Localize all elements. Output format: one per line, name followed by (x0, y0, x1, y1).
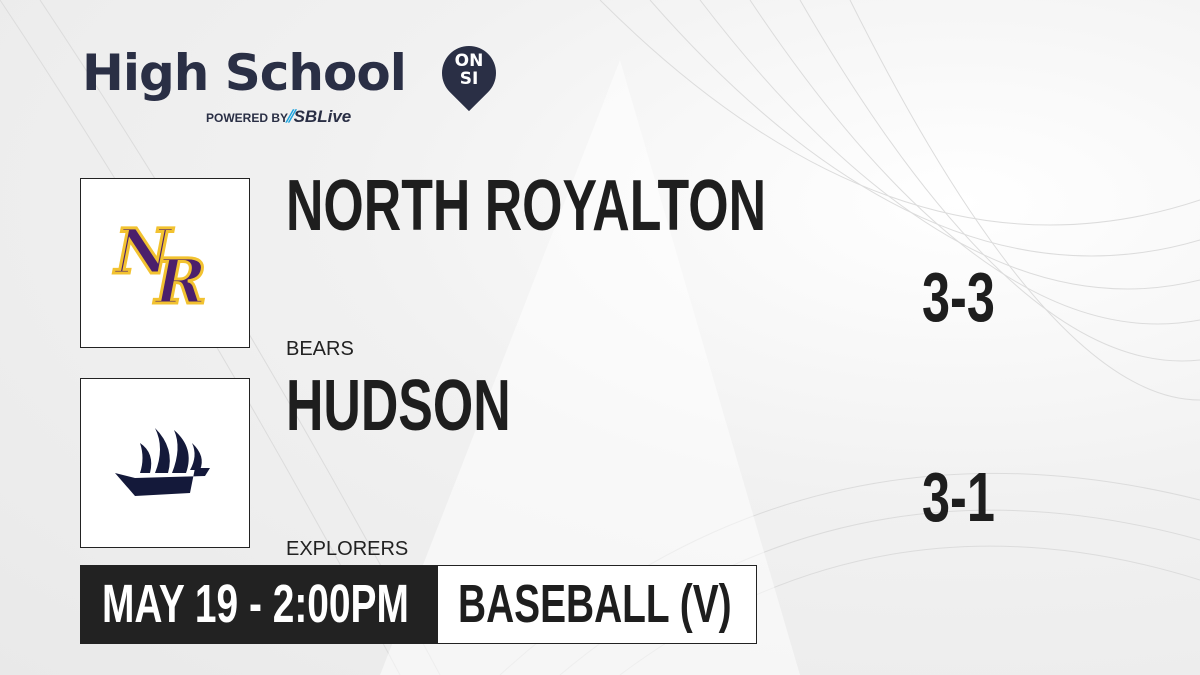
game-datetime-box: MAY 19 - 2:00PM (80, 565, 437, 644)
svg-text:R: R (153, 245, 207, 308)
ship-icon (115, 428, 210, 496)
away-team-logo (80, 378, 250, 548)
away-team-name: HUDSON (286, 366, 511, 446)
si-badge: ON SI (442, 52, 496, 88)
game-datetime: MAY 19 - 2:00PM (102, 574, 409, 634)
partner-name: SBLive (293, 107, 352, 126)
badge-bottom: SI (459, 69, 479, 89)
svg-text:N: N (113, 218, 174, 288)
away-team-record: 3-1 (922, 458, 995, 536)
home-team-logo: N R (80, 178, 250, 348)
game-sport: BASEBALL (V) (458, 574, 732, 634)
powered-by-label: POWERED BY (206, 111, 289, 125)
nr-logo-icon: N R (112, 218, 209, 308)
game-sport-box: BASEBALL (V) (437, 565, 757, 644)
sblive-logo: ⫽SBLive (286, 107, 352, 126)
home-team-name: NORTH ROYALTON (286, 166, 767, 246)
badge-top: ON (454, 51, 484, 71)
home-team-record: 3-3 (922, 258, 995, 336)
brand-title: High School (82, 44, 407, 102)
home-team-mascot: BEARS (286, 338, 354, 360)
away-team-mascot: EXPLORERS (286, 538, 409, 560)
